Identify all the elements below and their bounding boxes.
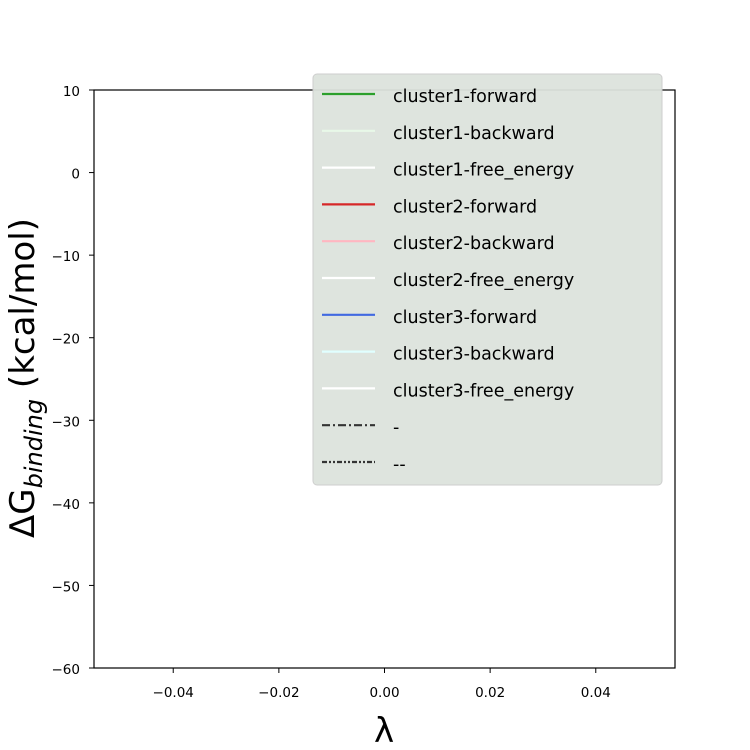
y-tick-label: −60 <box>52 662 81 678</box>
legend-label-0: cluster1-forward <box>393 87 537 107</box>
legend-label-8: cluster3-free_energy <box>393 381 574 401</box>
legend-label-3: cluster2-forward <box>393 197 537 217</box>
axis-titles: λ ΔGbinding (kcal/mol) <box>3 218 394 750</box>
y-axis-title-subscript: binding <box>20 399 48 488</box>
legend-box <box>312 73 663 486</box>
legend-label-2: cluster1-free_energy <box>393 161 574 181</box>
y-axis-title-main: ΔG <box>3 488 43 538</box>
y-axis-title: ΔGbinding (kcal/mol) <box>3 218 48 538</box>
x-tick-label: −0.04 <box>153 685 194 701</box>
x-tick-label: 0.04 <box>581 685 611 701</box>
legend: cluster1-forward cluster1-backward cluster… <box>312 73 663 486</box>
legend-label-7: cluster3-backward <box>393 345 555 365</box>
legend-label-5: cluster2-free_energy <box>393 271 574 291</box>
x-tick-label: −0.02 <box>258 685 299 701</box>
x-tick-label: 0.00 <box>369 685 399 701</box>
x-tick-label: 0.02 <box>475 685 505 701</box>
y-tick-label: −20 <box>52 332 81 348</box>
axis-ticks: −0.04 −0.02 0.00 0.02 0.04 10 0 −10 −20 −30 −40 −50… <box>52 84 611 701</box>
y-tick-label: −50 <box>52 579 81 595</box>
y-tick-label: −30 <box>52 414 81 430</box>
legend-label-9: - <box>393 418 399 438</box>
x-axis-title: λ <box>374 711 394 750</box>
y-tick-label: 0 <box>71 167 80 183</box>
legend-label-4: cluster2-backward <box>393 234 555 254</box>
legend-label-1: cluster1-backward <box>393 124 555 144</box>
y-tick-label: −10 <box>52 249 81 265</box>
legend-label-10: -- <box>393 455 406 475</box>
y-axis-title-suffix: (kcal/mol) <box>3 218 43 399</box>
legend-label-6: cluster3-forward <box>393 308 537 328</box>
y-tick-label: −40 <box>52 497 81 513</box>
y-tick-label: 10 <box>63 84 80 100</box>
